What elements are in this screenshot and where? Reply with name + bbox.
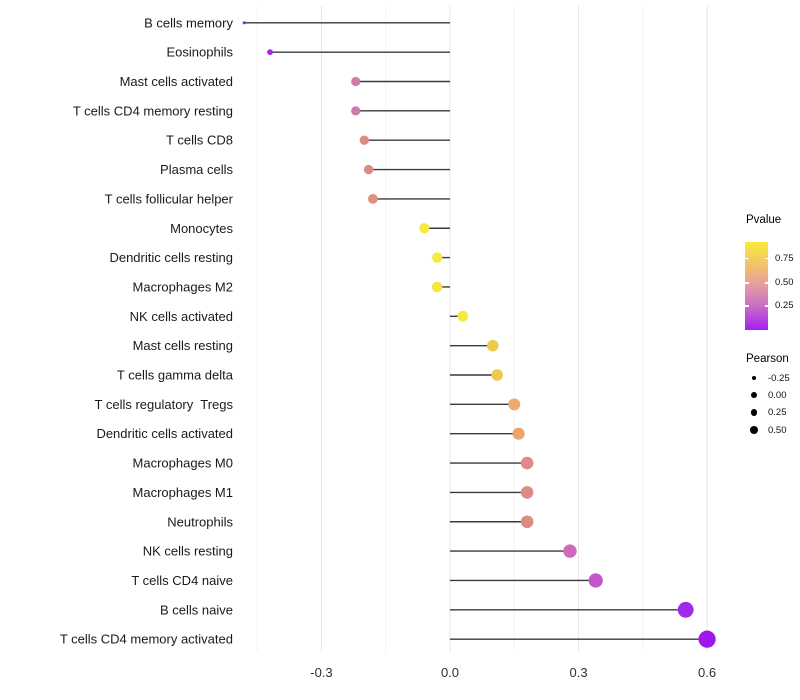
- pearson-size-dot: [750, 409, 758, 417]
- pvalue-colorbar-tickmark: [764, 282, 768, 284]
- y-axis-label: NK cells activated: [130, 309, 233, 324]
- lollipop-dot: [242, 21, 246, 25]
- lollipop-dot: [491, 369, 503, 381]
- y-axis-label: T cells gamma delta: [117, 368, 234, 383]
- lollipop-dot: [487, 339, 499, 352]
- pvalue-colorbar: [745, 242, 768, 330]
- pearson-size-label: 0.00: [768, 389, 787, 401]
- y-axis-label: T cells CD8: [166, 133, 233, 148]
- pvalue-colorbar-tickmark: [764, 305, 768, 307]
- y-axis-label: Macrophages M1: [133, 485, 233, 500]
- y-axis-label: T cells follicular helper: [105, 191, 234, 206]
- lollipop-dot: [512, 427, 525, 440]
- y-axis-label: Dendritic cells activated: [96, 426, 233, 441]
- pearson-size-dot: [751, 392, 757, 399]
- lollipop-dot: [267, 49, 273, 56]
- y-axis-label: T cells CD4 memory activated: [60, 632, 233, 647]
- lollipop-dot: [419, 223, 430, 234]
- lollipop-dot: [367, 194, 378, 204]
- lollipop-dot: [508, 398, 521, 411]
- legend-panel: Pvalue 0.75 0.50 0.25 Pearson -0.25 0.00 0.2…: [745, 214, 800, 454]
- lollipop-dot: [588, 573, 603, 588]
- pearson-size-legend-item: -0.25: [745, 369, 800, 387]
- pvalue-colorbar-tickmark: [745, 305, 749, 307]
- pearson-size-legend-item: 0.25: [745, 404, 800, 422]
- lollipop-dot: [698, 630, 716, 648]
- pearson-size-label: 0.50: [768, 424, 787, 436]
- y-axis-label: B cells naive: [160, 602, 233, 617]
- lollipop-dot: [431, 281, 443, 293]
- x-axis-tick-label: -0.3: [310, 665, 332, 680]
- pearson-size-legend-item: 0.50: [745, 421, 800, 439]
- lollipop-dot: [351, 106, 361, 116]
- lollipop-dot: [457, 310, 469, 322]
- y-axis-label: Mast cells resting: [133, 338, 233, 353]
- lollipop-dot: [520, 515, 534, 529]
- lollipop-dot: [677, 601, 694, 618]
- y-axis-label: Neutrophils: [167, 514, 233, 529]
- pearson-size-label: 0.25: [768, 407, 787, 419]
- y-axis-label: NK cells resting: [143, 544, 233, 559]
- x-axis-tick-label: 0.3: [570, 665, 588, 680]
- pearson-legend-title: Pearson: [746, 353, 789, 365]
- y-axis-label: Eosinophils: [167, 45, 234, 60]
- lollipop-dot: [563, 544, 577, 558]
- y-axis-label: Dendritic cells resting: [109, 250, 233, 265]
- lollipop-dot: [520, 486, 534, 499]
- lollipop-dot: [351, 76, 361, 87]
- y-axis-label: T cells CD4 memory resting: [73, 103, 233, 118]
- pearson-size-dot: [750, 426, 758, 435]
- pvalue-colorbar-tick-label: 0.25: [775, 299, 794, 311]
- pvalue-colorbar-tick-label: 0.75: [775, 252, 794, 264]
- y-axis-label: B cells memory: [144, 15, 233, 30]
- lollipop-dot: [520, 456, 534, 470]
- pvalue-colorbar-tickmark: [745, 282, 749, 284]
- pvalue-colorbar-tick-label: 0.50: [775, 277, 794, 288]
- pvalue-colorbar-tickmark: [764, 257, 768, 260]
- lollipop-dot: [359, 135, 369, 145]
- pearson-size-dot: [751, 375, 757, 381]
- y-axis-label: T cells regulatory Tregs: [95, 397, 234, 412]
- x-axis-tick-label: 0.6: [698, 665, 716, 680]
- x-axis-tick-label: 0.0: [441, 665, 459, 680]
- pearson-size-label: -0.25: [768, 372, 790, 384]
- y-axis-label: Monocytes: [170, 221, 233, 236]
- pearson-size-legend-item: 0.00: [745, 386, 800, 404]
- lollipop-dot: [431, 252, 443, 263]
- y-axis-label: Mast cells activated: [120, 74, 233, 89]
- y-axis-label: Macrophages M0: [133, 456, 233, 471]
- y-axis-label: Plasma cells: [160, 162, 233, 177]
- pvalue-colorbar-tickmark: [745, 257, 749, 260]
- y-axis-label: T cells CD4 naive: [131, 573, 233, 588]
- y-axis-label: Macrophages M2: [133, 279, 233, 294]
- lollipop-dot: [363, 164, 374, 175]
- pvalue-legend-title: Pvalue: [746, 214, 782, 226]
